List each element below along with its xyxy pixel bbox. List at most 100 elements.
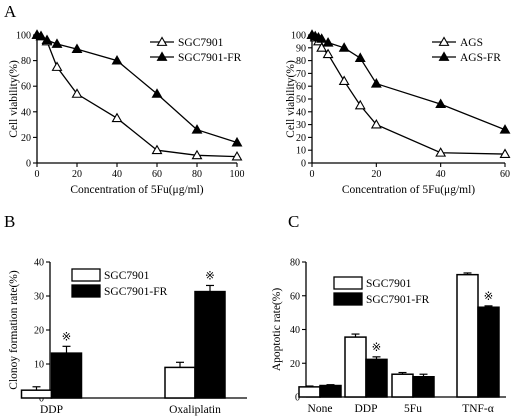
x-axis-title: Concentration of 5Fu(μg/ml) [70,184,203,196]
category-label: DDP [354,403,377,415]
y-tick-label: 100 [291,31,306,42]
data-point [322,48,334,59]
data-point [111,54,123,65]
data-point [111,112,123,123]
bar [344,336,367,398]
bar [164,366,196,399]
category-label: TNF-α [462,403,494,415]
y-tick-label: 0 [301,159,306,170]
y-tick-label: 40 [290,325,300,336]
y-tick-label: 80 [296,56,306,67]
y-tick-label: 50 [296,95,306,106]
y-tick-label: 30 [34,292,44,303]
legend-label: AGS-FR [460,52,501,64]
legend-marker-2 [438,51,450,61]
data-point [499,148,511,158]
y-tick-label: 100 [16,31,31,42]
panel-letter: C [288,212,299,231]
bar [391,373,414,398]
bar [477,306,500,398]
data-point [354,99,366,110]
y-tick-label: 40 [34,258,44,269]
legend-swatch-2 [71,284,101,298]
category-label: None [308,403,333,415]
y-tick-label: 40 [296,107,306,118]
data-point [231,150,243,161]
significance-mark: ※ [62,331,72,343]
data-point [41,34,53,45]
data-point [499,124,511,134]
x-tick-label: 60 [152,169,162,180]
x-tick-label: 40 [112,169,122,180]
data-point [51,38,63,48]
y-tick-label: 70 [296,69,306,80]
x-tick-label: 60 [500,169,510,180]
x-tick-label: 40 [436,169,446,180]
data-point [191,149,203,160]
significance-mark: ※ [484,291,494,303]
y-tick-label: 20 [296,133,306,144]
data-point [370,78,382,88]
x-tick-label: 20 [371,169,381,180]
y-axis-title: Clonoy formation rate(%) [8,270,20,390]
data-point [71,88,83,98]
data-point [51,61,63,71]
data-point [435,147,447,157]
y-tick-label: 0 [39,394,44,405]
legend-label: SGC7901-FR [178,52,242,64]
y-tick-label: 80 [21,56,31,67]
y-tick-label: 20 [21,133,31,144]
category-label: DDP [40,404,63,416]
y-tick-label: 60 [296,82,306,93]
y-tick-label: 0 [295,393,300,404]
x-tick-label: 0 [35,169,40,180]
bar [194,290,226,399]
bar [20,389,53,399]
legend-label: AGS [460,37,483,49]
data-point [322,37,334,47]
category-label: 5Fu [404,403,422,415]
legend-marker-2 [156,51,168,61]
legend-label: SGC7901 [366,278,412,290]
y-tick-label: 30 [296,120,306,131]
x-tick-label: 80 [192,169,202,180]
y-axis-title: Apoptotic rate(%) [271,288,283,372]
panel-letter: B [4,212,15,231]
y-tick-label: 40 [21,107,31,118]
bar [412,376,435,398]
x-axis-title: Concentration of 5Fu(μg/ml) [342,184,475,196]
legend-marker-1 [156,36,168,46]
significance-mark: ※ [205,270,215,282]
bar [50,352,83,399]
y-tick-label: 10 [296,146,306,157]
data-point [151,144,163,155]
y-tick-label: 0 [26,159,31,170]
data-point [151,88,163,98]
y-tick-label: 20 [290,359,300,370]
legend-swatch-1 [71,268,101,282]
bar [365,358,388,398]
y-tick-label: 20 [34,326,44,337]
panel-letter: A [4,2,17,21]
data-point [35,30,47,41]
data-point [191,124,203,134]
y-tick-label: 60 [290,291,300,302]
data-point [435,98,447,109]
y-axis-title: Cell viability(%) [8,60,20,138]
legend-label: SGC7901-FR [366,294,430,306]
category-label: Oxaliplatin [169,404,221,416]
bar [319,384,342,398]
bar [456,273,479,398]
y-tick-label: 60 [21,82,31,93]
legend-label: SGC7901 [178,37,224,49]
x-tick-label: 0 [310,169,315,180]
y-tick-label: 90 [296,43,306,54]
legend-label: SGC7901 [104,270,150,282]
legend-swatch-2 [333,292,363,306]
legend-swatch-1 [333,276,363,290]
data-point [370,118,382,129]
x-tick-label: 20 [72,169,82,180]
y-axis-title: Cell viability(%) [285,60,297,138]
data-point [316,33,328,43]
